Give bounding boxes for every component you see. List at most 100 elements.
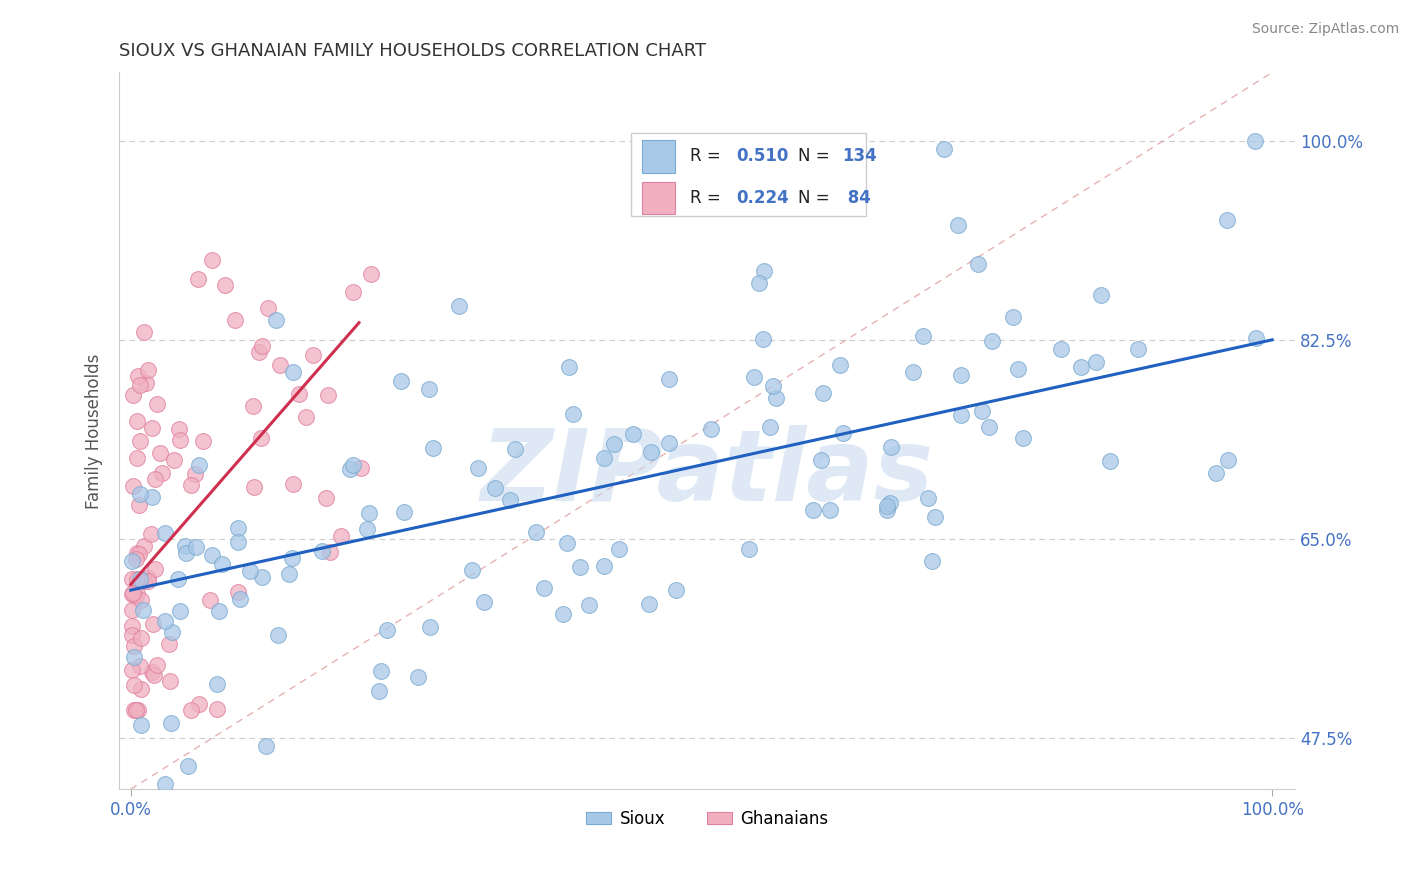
Point	[129, 593, 152, 607]
Point	[187, 458, 209, 472]
Point	[141, 420, 163, 434]
Point	[250, 570, 273, 584]
Point	[810, 453, 832, 467]
Point	[191, 434, 214, 448]
Point	[924, 510, 946, 524]
Point	[205, 702, 228, 716]
Point	[143, 667, 166, 681]
Point	[752, 264, 775, 278]
Point	[742, 370, 765, 384]
Point	[128, 572, 150, 586]
Point	[146, 397, 169, 411]
Point	[638, 597, 661, 611]
Point	[281, 477, 304, 491]
Point	[406, 670, 429, 684]
Point	[134, 325, 156, 339]
Point	[342, 458, 364, 472]
Point	[129, 717, 152, 731]
Text: 0.510: 0.510	[737, 147, 789, 165]
Point	[524, 525, 547, 540]
Point	[759, 420, 782, 434]
Point	[578, 598, 600, 612]
Text: N =: N =	[797, 147, 835, 165]
Point	[1126, 342, 1149, 356]
Point	[125, 552, 148, 566]
Point	[811, 385, 834, 400]
Legend: Sioux, Ghanaians: Sioux, Ghanaians	[579, 804, 835, 835]
Point	[609, 541, 631, 556]
Point	[226, 520, 249, 534]
Point	[553, 607, 575, 622]
Point	[136, 363, 159, 377]
Point	[121, 619, 143, 633]
Point	[921, 554, 943, 568]
Point	[141, 526, 163, 541]
Point	[831, 425, 853, 440]
Point	[737, 541, 759, 556]
Point	[121, 587, 143, 601]
Point	[1090, 287, 1112, 301]
Point	[184, 467, 207, 482]
Point	[169, 433, 191, 447]
Point	[558, 360, 581, 375]
Point	[980, 334, 1002, 348]
Point	[128, 547, 150, 561]
Point	[603, 437, 626, 451]
Point	[264, 313, 287, 327]
Point	[121, 585, 143, 599]
Point	[121, 663, 143, 677]
Point	[125, 702, 148, 716]
Point	[174, 540, 197, 554]
Point	[256, 301, 278, 315]
Point	[503, 442, 526, 456]
Point	[880, 440, 903, 454]
Point	[135, 376, 157, 390]
Point	[138, 574, 160, 588]
Point	[339, 462, 361, 476]
Y-axis label: Family Households: Family Households	[86, 353, 103, 508]
Point	[419, 620, 441, 634]
Point	[1244, 331, 1267, 345]
Point	[901, 365, 924, 379]
Point	[1215, 213, 1237, 227]
Point	[125, 572, 148, 586]
Point	[917, 491, 939, 505]
Point	[484, 481, 506, 495]
Point	[555, 536, 578, 550]
Point	[127, 369, 149, 384]
Point	[129, 434, 152, 449]
Point	[1205, 466, 1227, 480]
Point	[375, 623, 398, 637]
Point	[121, 628, 143, 642]
Point	[621, 427, 644, 442]
Point	[252, 339, 274, 353]
Point	[876, 503, 898, 517]
Point	[472, 594, 495, 608]
Point	[288, 387, 311, 401]
Point	[184, 540, 207, 554]
Point	[658, 436, 681, 450]
Point	[368, 684, 391, 698]
Point	[159, 673, 181, 688]
Point	[356, 522, 378, 536]
Point	[311, 543, 333, 558]
Point	[205, 677, 228, 691]
Text: R =: R =	[689, 147, 725, 165]
Point	[160, 715, 183, 730]
Text: SIOUX VS GHANAIAN FAMILY HOUSEHOLDS CORRELATION CHART: SIOUX VS GHANAIAN FAMILY HOUSEHOLDS CORR…	[120, 42, 706, 60]
Point	[208, 604, 231, 618]
Point	[169, 604, 191, 618]
Text: 134: 134	[842, 147, 877, 165]
Point	[121, 572, 143, 586]
Point	[180, 477, 202, 491]
Point	[467, 461, 489, 475]
Point	[329, 529, 352, 543]
Point	[125, 587, 148, 601]
Point	[1001, 310, 1024, 325]
Text: ZIPatlas: ZIPatlas	[481, 425, 934, 523]
Point	[762, 378, 785, 392]
Point	[801, 502, 824, 516]
Point	[128, 498, 150, 512]
Point	[198, 593, 221, 607]
Point	[700, 422, 723, 436]
